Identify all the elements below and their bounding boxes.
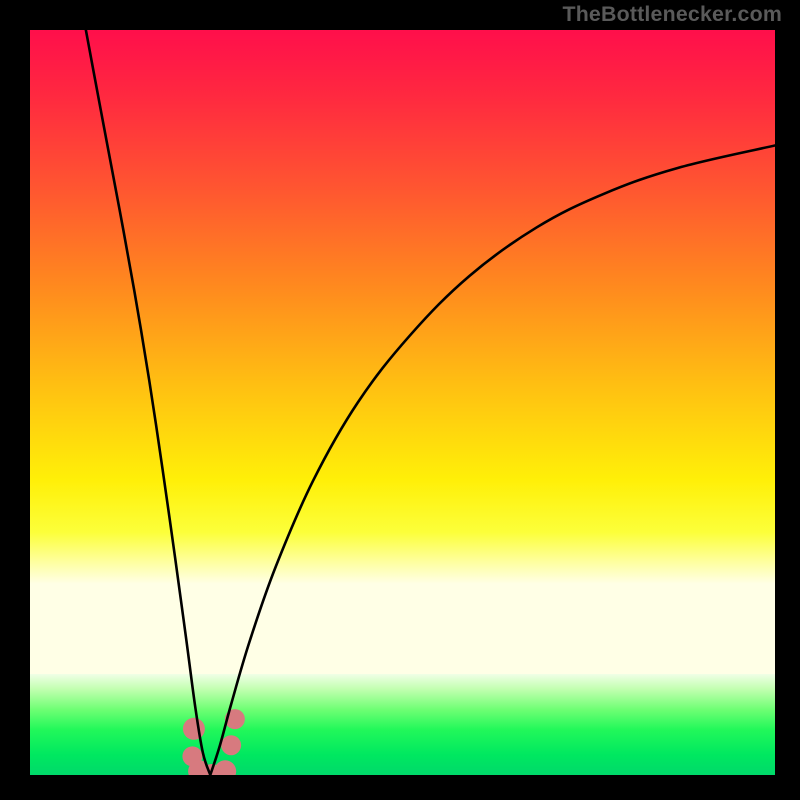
plot-area (30, 30, 775, 775)
left-curve (86, 30, 210, 775)
bottleneck-curve (30, 30, 775, 775)
chart-stage: TheBottlenecker.com (0, 0, 800, 800)
right-curve (210, 145, 775, 775)
watermark-text: TheBottlenecker.com (562, 2, 782, 27)
